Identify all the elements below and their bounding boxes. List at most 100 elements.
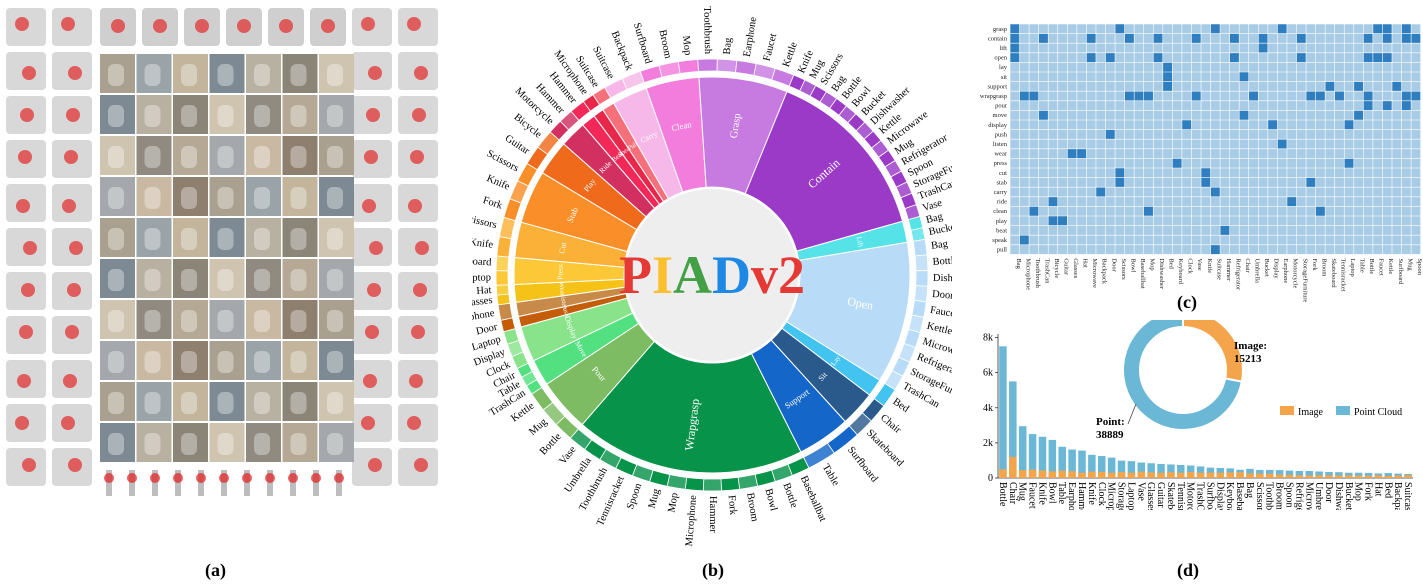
sunburst-outer-segment [496,236,512,258]
bar-image [1107,472,1116,478]
hoi-photo-tile [319,259,354,298]
heatmap-cell-filled [1306,177,1316,188]
bar-point-cloud [1335,472,1343,478]
bar-point-cloud [1285,470,1294,478]
sunburst-inner-label: Open [846,294,874,313]
sunburst-object-label: Bottle [538,431,564,457]
heatmap-row-label: pour [995,103,1008,110]
x-tick-label: TrashCan [1195,482,1206,510]
heatmap-col-label: Bucket [1263,258,1270,277]
panel-a-gallery [0,0,448,500]
x-tick-label: Clock [1096,482,1107,506]
heatmap-cell-filled [1048,216,1058,226]
sunburst-object-label: Mop [666,492,680,513]
x-tick-label: Mop [1353,482,1364,501]
sunburst-outer-segment [497,302,514,321]
sunburst-object-label: Baseballbat [798,474,828,523]
photo-subject [254,228,270,250]
sunburst-outer-segment [912,238,928,257]
heatmap-col-label: Scissors [1120,258,1127,280]
bar-point-cloud [1137,462,1146,478]
affordance-highlight [22,458,36,472]
heatmap-cell-filled [1019,91,1030,101]
sunburst-outer-segment [592,87,612,106]
sunburst-object-label: Faucet [762,32,780,62]
heatmap-row-label: play [996,218,1008,225]
photo-subject [144,187,161,209]
hoi-photo-tile [173,300,208,339]
photo-subject [290,187,307,209]
bar-point-cloud [1048,439,1057,478]
heatmap-col-label: Surfboard [1397,258,1404,285]
heatmap-cell-filled [1277,24,1287,34]
sunburst-object-label: Keyboard [472,255,492,268]
bar-image [1117,472,1126,478]
photo-subject [217,146,234,168]
affordance-highlight [62,199,76,213]
heatmap-col-label: Earphone [1282,258,1289,283]
heatmap-cell-filled [1201,177,1211,188]
x-tick-label: Hat [1372,482,1383,497]
heatmap-cell-filled [1105,129,1116,140]
x-tick-label: Display [1214,482,1225,510]
heatmap-cell-filled [1372,52,1383,63]
x-tick-label: Broom [1274,482,1285,510]
heatmap-cell-filled [1306,91,1316,101]
heatmap-cell-filled [1334,91,1345,101]
sunburst-object-label: Laptop [472,272,491,283]
sunburst-object-label: Vase [558,444,579,467]
donut-point-value: 38889 [1096,429,1124,441]
sunburst-object-label: Backpack [609,30,635,73]
heatmap-cell-filled [1162,62,1173,72]
hoi-photo-tile [246,218,281,257]
heatmap-col-label: Table [1359,258,1366,272]
sunburst-object-label: Kettle [926,321,952,338]
hoi-photo-tile [136,95,172,134]
heatmap-cell-filled [1392,81,1402,92]
heatmap-cell-filled [1010,33,1020,44]
photo-subject [290,269,307,291]
heatmap-cell-filled [1048,196,1058,207]
heatmap-col-label: Tennisracket [1339,258,1346,291]
heatmap-row-label: wear [994,151,1007,158]
x-tick-label: Door [1323,482,1334,503]
heatmap-col-label: Keyboard [1177,258,1184,284]
bar-point-cloud [1078,450,1086,478]
affordance-highlight [368,458,382,472]
bar-image [1226,472,1234,478]
heatmap-col-label: TrashCan [1043,258,1050,284]
affordance-highlight [407,416,421,430]
heatmap-cell-filled [1220,225,1230,236]
photo-subject [290,351,307,373]
heatmap-cell-filled [1315,91,1326,101]
heatmap-col-label: Vase [1196,258,1203,270]
sunburst-inner-label: Lift [855,236,865,248]
heatmap-cell-filled [1010,24,1020,34]
heatmap-col-label: Suitcase [1215,258,1222,280]
photo-subject [108,351,124,373]
bar-image [1147,472,1155,478]
heatmap-row-label: move [993,112,1008,119]
photo-subject [217,392,234,414]
photo-subject [144,228,161,250]
heatmap-cell-filled [1162,72,1173,82]
photo-subject [217,64,234,86]
affordance-highlight [415,241,429,255]
heatmap-cell-filled [1363,52,1373,63]
x-tick-label: Knife [1086,482,1097,505]
heatmap-col-label: Mop [1148,258,1155,270]
sunburst-outer-segment [753,63,776,81]
photo-subject [144,392,161,414]
affordance-highlight [104,473,114,483]
photo-subject [327,310,343,332]
affordance-highlight [21,283,35,297]
x-tick-label: Spoon [1283,482,1294,508]
bar-image [1018,470,1027,478]
bar-image [1305,475,1313,478]
photo-subject [144,146,161,168]
sunburst-object-label: Mug [647,487,663,510]
heatmap-cell-filled [1286,196,1297,207]
hoi-photo-tile [173,259,208,298]
x-tick-label: Faucet [1027,482,1038,509]
x-tick-label: Skateboard [1165,482,1176,510]
